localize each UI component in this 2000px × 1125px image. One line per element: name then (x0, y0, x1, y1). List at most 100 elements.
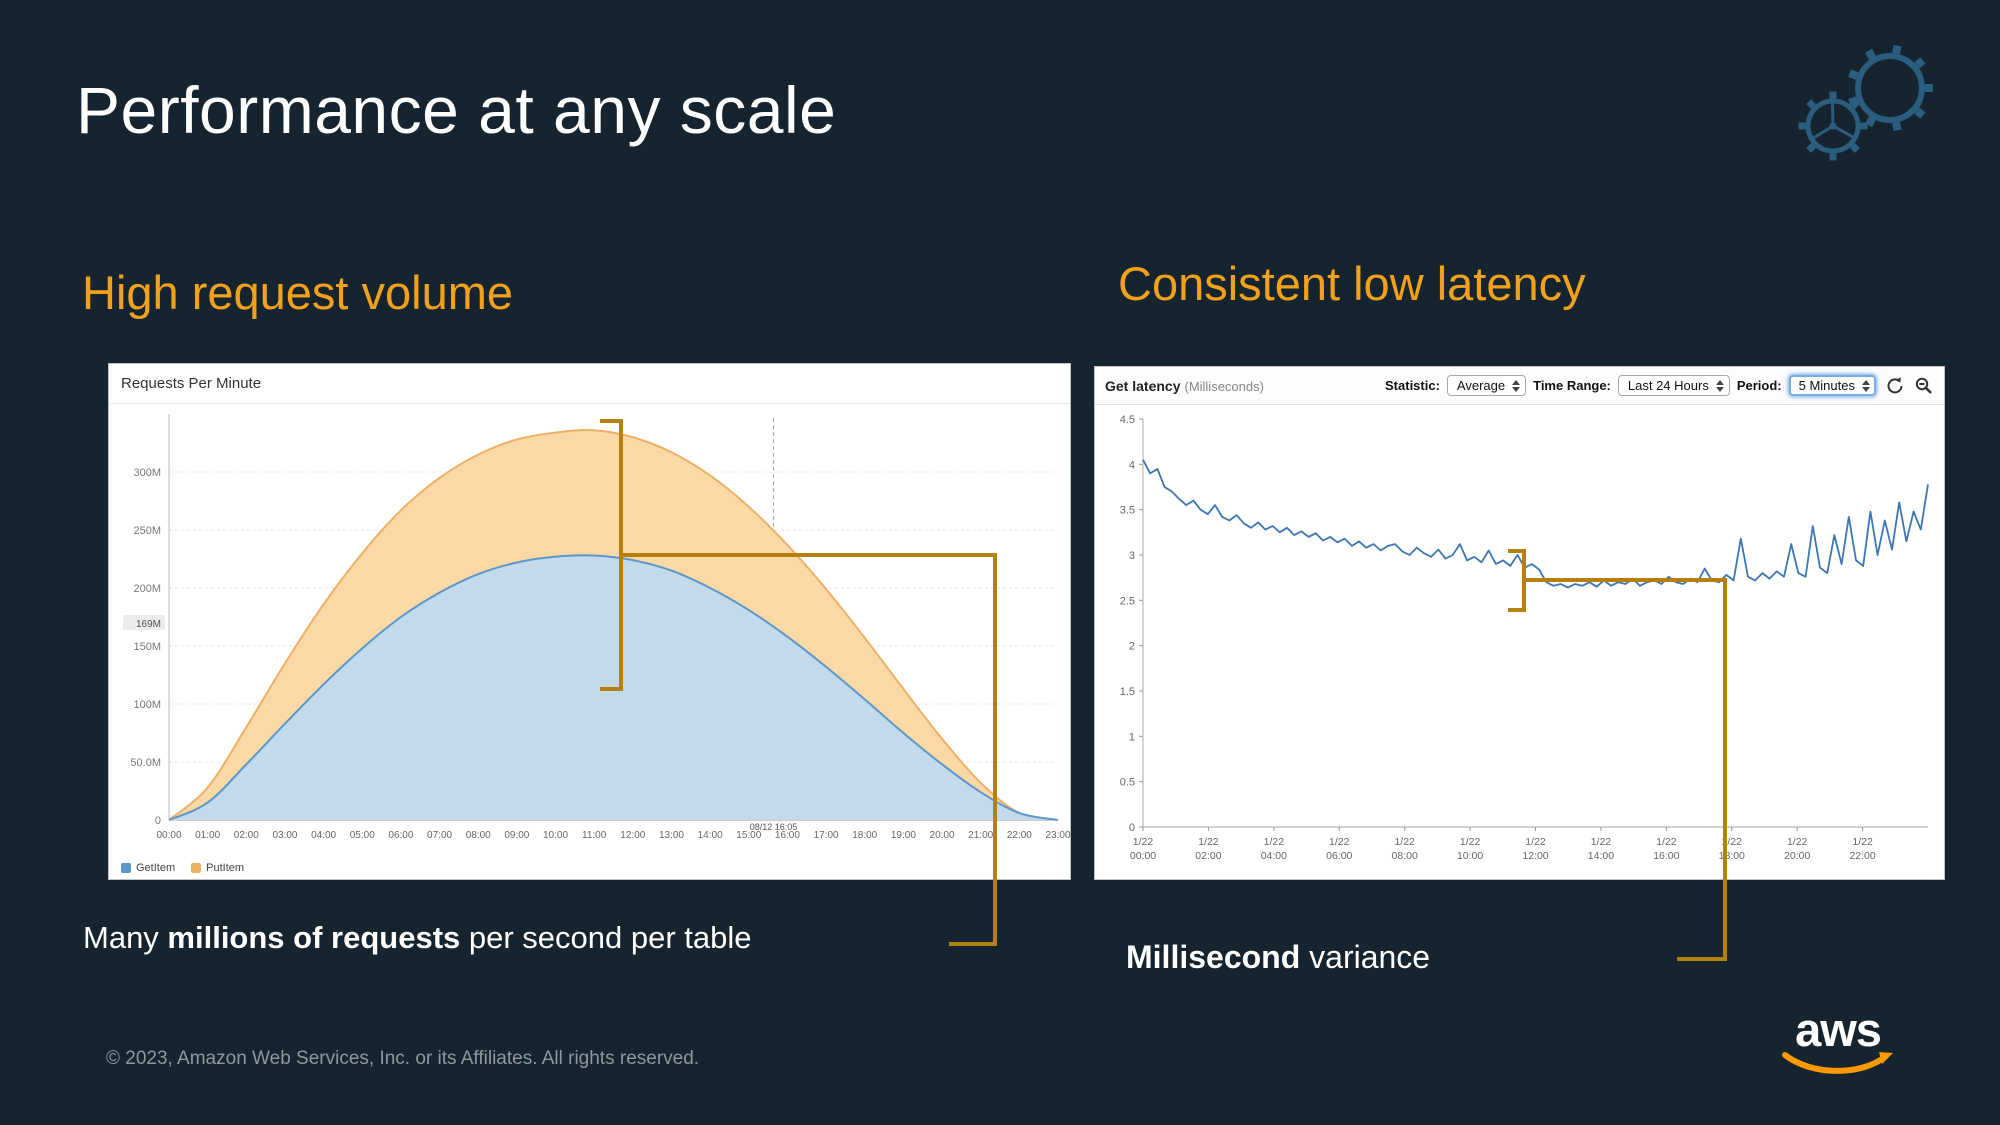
svg-text:23:00: 23:00 (1045, 830, 1070, 841)
svg-text:20:00: 20:00 (930, 830, 955, 841)
left-section-heading: High request volume (82, 266, 514, 319)
svg-text:04:00: 04:00 (1261, 850, 1287, 862)
svg-text:18:00: 18:00 (1719, 850, 1745, 862)
latency-chart-panel: Get latency (Milliseconds) Statistic: Ave… (1094, 366, 1945, 880)
svg-text:4: 4 (1129, 459, 1135, 471)
svg-text:08:00: 08:00 (1392, 850, 1418, 862)
svg-text:17:00: 17:00 (814, 830, 839, 841)
svg-text:0: 0 (1129, 822, 1135, 834)
svg-text:1/22: 1/22 (1329, 836, 1350, 848)
svg-text:05:00: 05:00 (350, 830, 375, 841)
cloudwatch-header: Get latency (Milliseconds) Statistic: Ave… (1095, 367, 1944, 405)
right-caption: Millisecond variance (1126, 939, 1430, 976)
aws-logo-text: aws (1795, 1003, 1882, 1056)
dynamodb-gears-icon (1798, 44, 1933, 161)
svg-text:02:00: 02:00 (1195, 850, 1221, 862)
legend-item-getitem: GetItem (121, 862, 175, 874)
svg-text:1/22: 1/22 (1852, 836, 1873, 848)
svg-text:04:00: 04:00 (311, 830, 336, 841)
right-section-heading: Consistent low latency (1118, 257, 1586, 310)
svg-text:20:00: 20:00 (1784, 850, 1810, 862)
latency-chart-title: Get latency (Milliseconds) (1105, 378, 1264, 394)
refresh-icon[interactable] (1885, 376, 1905, 396)
left-caption: Many millions of requests per second per… (83, 920, 752, 956)
svg-text:3: 3 (1129, 550, 1135, 562)
svg-text:06:00: 06:00 (1326, 850, 1352, 862)
svg-text:2: 2 (1129, 641, 1135, 653)
svg-text:1/22: 1/22 (1656, 836, 1677, 848)
svg-text:13:00: 13:00 (659, 830, 684, 841)
svg-text:1.5: 1.5 (1120, 686, 1135, 698)
requests-chart-panel: Requests Per Minute 0 50.0M 100M 150M 200M 25… (108, 363, 1071, 880)
requests-chart-legend: GetItem PutItem (121, 862, 244, 874)
latency-metric-name: Get latency (1105, 377, 1181, 394)
time-range-value: Last 24 Hours (1627, 378, 1709, 393)
period-label: Period: (1736, 378, 1782, 393)
svg-text:08/12 16:05: 08/12 16:05 (750, 822, 798, 832)
svg-text:10:00: 10:00 (1457, 850, 1483, 862)
period-value: 5 Minutes (1798, 378, 1855, 393)
svg-text:22:00: 22:00 (1849, 850, 1875, 862)
left-caption-suffix: per second per table (460, 920, 752, 955)
svg-text:02:00: 02:00 (234, 830, 259, 841)
latency-chart-svg: 0 0.5 1 1.5 2 2.5 3 3.5 4 4.5 1/22 00:00 1/22 02:00 1/… (1120, 414, 1929, 862)
svg-text:07:00: 07:00 (427, 830, 452, 841)
svg-text:00:00: 00:00 (156, 830, 181, 841)
requests-chart-title: Requests Per Minute (109, 364, 1070, 404)
aws-smile-icon (1782, 1052, 1893, 1074)
svg-text:200M: 200M (133, 583, 161, 595)
select-stepper-icon (1862, 379, 1870, 392)
svg-text:1/22: 1/22 (1394, 836, 1415, 848)
select-stepper-icon (1715, 379, 1724, 392)
svg-text:1/22: 1/22 (1198, 836, 1219, 848)
svg-text:21:00: 21:00 (968, 830, 993, 841)
copyright-footer: © 2023, Amazon Web Services, Inc. or its… (106, 1048, 700, 1069)
svg-text:14:00: 14:00 (698, 830, 723, 841)
zoom-out-icon[interactable] (1914, 376, 1934, 396)
svg-text:250M: 250M (133, 525, 161, 537)
svg-text:16:00: 16:00 (1653, 850, 1679, 862)
statistic-label: Statistic: (1385, 378, 1440, 393)
svg-text:4.5: 4.5 (1120, 414, 1135, 426)
cloudwatch-controls: Statistic: Average Time Range: Last 24 H… (1385, 375, 1934, 396)
svg-text:1/22: 1/22 (1787, 836, 1808, 848)
svg-text:1/22: 1/22 (1525, 836, 1546, 848)
statistic-value: Average (1456, 378, 1506, 393)
svg-text:11:00: 11:00 (582, 830, 607, 841)
svg-text:12:00: 12:00 (620, 830, 645, 841)
time-range-select[interactable]: Last 24 Hours (1617, 375, 1730, 396)
svg-text:14:00: 14:00 (1588, 850, 1614, 862)
svg-text:50.0M: 50.0M (130, 757, 161, 769)
svg-text:12:00: 12:00 (1522, 850, 1548, 862)
svg-text:1/22: 1/22 (1722, 836, 1743, 848)
right-caption-suffix: variance (1300, 939, 1431, 975)
legend-item-putitem: PutItem (191, 862, 244, 874)
svg-text:3.5: 3.5 (1120, 505, 1135, 517)
svg-text:1/22: 1/22 (1264, 836, 1285, 848)
latency-units: (Milliseconds) (1184, 378, 1264, 394)
left-caption-bold: millions of requests (167, 920, 461, 955)
svg-text:1/22: 1/22 (1460, 836, 1481, 848)
left-caption-prefix: Many (83, 920, 168, 955)
getitem-swatch-icon (121, 863, 131, 873)
svg-text:0: 0 (155, 815, 161, 827)
svg-text:00:00: 00:00 (1130, 850, 1156, 862)
svg-text:01:00: 01:00 (195, 830, 220, 841)
svg-text:100M: 100M (133, 699, 161, 711)
aws-logo: aws (1776, 1006, 1900, 1078)
svg-text:1/22: 1/22 (1591, 836, 1612, 848)
svg-text:18:00: 18:00 (852, 830, 877, 841)
right-caption-bold: Millisecond (1126, 939, 1301, 975)
time-range-label: Time Range: (1533, 378, 1611, 393)
svg-text:0.5: 0.5 (1120, 777, 1135, 789)
svg-text:150M: 150M (133, 641, 161, 653)
period-select[interactable]: 5 Minutes (1788, 375, 1876, 396)
svg-text:09:00: 09:00 (504, 830, 529, 841)
svg-text:1: 1 (1129, 731, 1135, 743)
putitem-label: PutItem (206, 862, 245, 874)
statistic-select[interactable]: Average (1446, 375, 1527, 396)
svg-text:2.5: 2.5 (1120, 595, 1135, 607)
page-title: Performance at any scale (76, 73, 837, 147)
requests-chart-svg: 0 50.0M 100M 150M 200M 250M 300M 00:00 01:00 02:0… (123, 414, 1071, 841)
select-stepper-icon (1512, 379, 1521, 392)
